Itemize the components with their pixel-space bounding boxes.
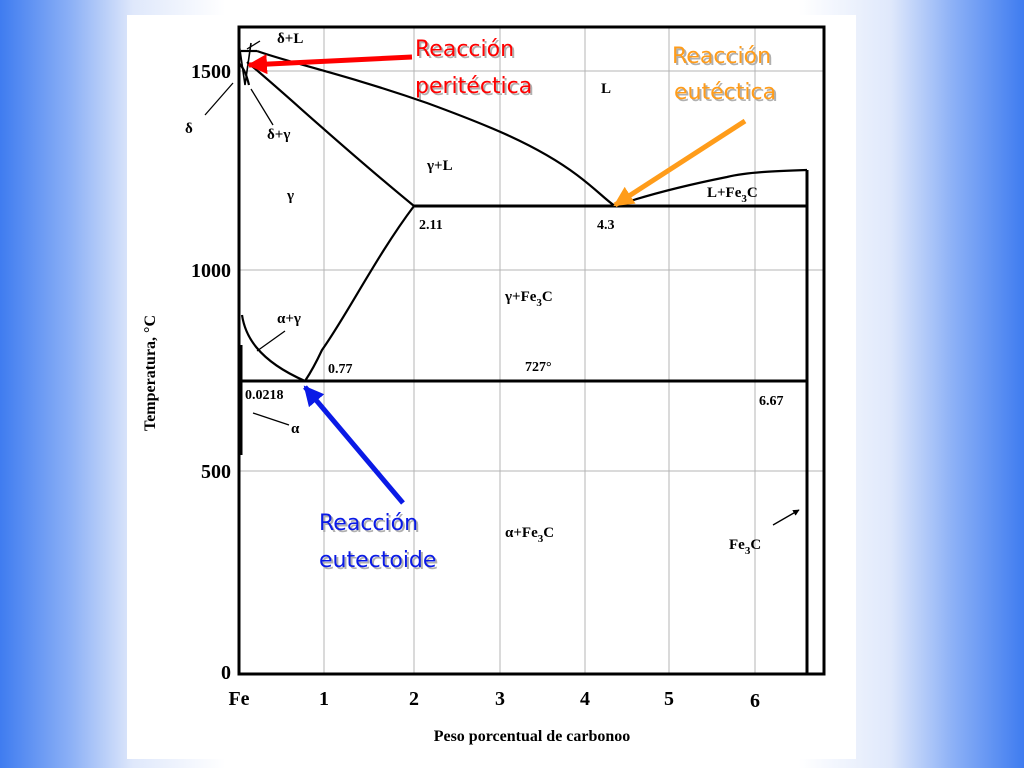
eutectic-arrow xyxy=(613,118,747,208)
svg-text:eutectoide: eutectoide xyxy=(321,550,438,575)
svg-text:Reacción: Reacción xyxy=(674,46,773,71)
svg-text:Reacción: Reacción xyxy=(417,39,516,64)
x-tick-fe: Fe xyxy=(228,688,249,710)
x-axis-title: Peso porcentual de carbonoo xyxy=(434,728,631,745)
label-max-gamma-comp: 2.11 xyxy=(419,218,443,233)
svg-text:eutéctica: eutéctica xyxy=(676,82,778,107)
region-delta-gamma: δ+γ xyxy=(267,127,290,143)
svg-text:peritéctica: peritéctica xyxy=(417,76,534,101)
label-fe3c-comp: 6.67 xyxy=(759,394,784,409)
x-tick-1: 1 xyxy=(319,688,329,710)
peritectic-label-line1: Reacción xyxy=(415,37,514,62)
y-tick-1000: 1000 xyxy=(191,260,231,282)
region-alpha-gamma: α+γ xyxy=(277,311,301,327)
label-pointers xyxy=(204,40,800,526)
slide-panel: 1500 1000 500 0 Fe 1 2 3 4 5 6 Temperatu… xyxy=(127,15,856,759)
region-delta-l: δ+L xyxy=(277,31,303,47)
plot-frame xyxy=(237,25,826,676)
eutectic-label-line1: Reacción xyxy=(672,44,771,69)
grid xyxy=(239,27,824,674)
eutectoid-arrow xyxy=(303,385,405,505)
region-gamma: γ xyxy=(286,188,294,204)
y-tick-1500: 1500 xyxy=(191,61,231,83)
y-tick-0: 0 xyxy=(221,662,231,684)
fe-c-phase-diagram: 1500 1000 500 0 Fe 1 2 3 4 5 6 Temperatu… xyxy=(142,25,826,745)
region-gamma-fe3c: γ+Fe3C xyxy=(504,289,553,309)
eutectic-label-line2: eutéctica xyxy=(674,80,776,105)
phase-boundaries xyxy=(238,42,809,674)
region-alpha-fe3c: α+Fe3C xyxy=(505,525,554,545)
label-eutectoid-comp: 0.77 xyxy=(328,362,353,377)
eutectoid-label-line2: eutectoide xyxy=(319,548,436,573)
x-tick-2: 2 xyxy=(409,688,419,710)
x-tick-3: 3 xyxy=(495,688,505,710)
peritectic-label-line2: peritéctica xyxy=(415,74,532,99)
region-gamma-l: γ+L xyxy=(426,158,453,174)
region-l-fe3c: L+Fe3C xyxy=(707,185,758,205)
x-tick-4: 4 xyxy=(580,688,590,710)
region-alpha: α xyxy=(291,421,300,437)
y-axis-title: Temperatura, °C xyxy=(142,315,159,431)
label-alpha-max-comp: 0.0218 xyxy=(245,388,284,403)
x-tick-5: 5 xyxy=(664,688,674,710)
svg-text:Reacción: Reacción xyxy=(321,513,420,538)
region-liquid: L xyxy=(601,81,611,97)
region-delta: δ xyxy=(185,121,193,137)
y-tick-500: 500 xyxy=(201,461,231,483)
peritectic-arrow xyxy=(247,54,413,75)
label-eutectoid-temp: 727° xyxy=(525,360,552,375)
eutectoid-label-line1: Reacción xyxy=(319,511,418,536)
label-eutectic-comp: 4.3 xyxy=(597,218,615,233)
region-fe3c: Fe3C xyxy=(729,537,761,557)
x-tick-6: 6 xyxy=(750,690,760,712)
